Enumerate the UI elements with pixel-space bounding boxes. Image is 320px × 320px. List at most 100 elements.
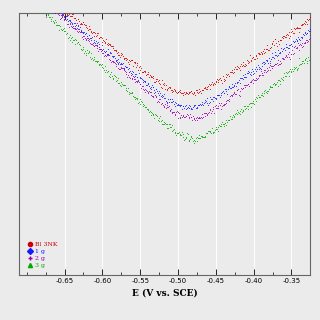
1 g <box>260 63 265 68</box>
3 g <box>123 82 128 87</box>
3 g <box>75 39 80 44</box>
2 g <box>111 60 116 65</box>
2 g <box>298 41 303 46</box>
3 g <box>143 104 148 109</box>
2 g <box>141 86 146 91</box>
3 g <box>44 14 49 19</box>
Bl 3NK <box>139 69 144 74</box>
Bl 3NK <box>224 72 229 77</box>
3 g <box>229 116 234 122</box>
2 g <box>108 58 113 63</box>
1 g <box>265 58 270 63</box>
2 g <box>163 102 168 107</box>
Bl 3NK <box>273 37 278 42</box>
3 g <box>90 57 95 62</box>
2 g <box>131 76 136 81</box>
3 g <box>237 112 242 117</box>
2 g <box>148 90 153 95</box>
2 g <box>132 76 137 82</box>
2 g <box>255 76 260 81</box>
3 g <box>204 130 209 135</box>
1 g <box>303 31 308 36</box>
1 g <box>218 91 223 96</box>
2 g <box>286 54 291 60</box>
Bl 3NK <box>151 76 156 81</box>
1 g <box>292 38 298 43</box>
Bl 3NK <box>70 12 75 17</box>
3 g <box>183 134 188 139</box>
1 g <box>206 102 211 108</box>
3 g <box>136 100 141 105</box>
3 g <box>154 113 159 118</box>
1 g <box>290 39 295 44</box>
1 g <box>235 80 240 85</box>
3 g <box>263 88 268 93</box>
2 g <box>253 78 258 83</box>
Bl 3NK <box>240 62 245 68</box>
3 g <box>66 34 71 39</box>
1 g <box>220 90 225 95</box>
1 g <box>144 83 149 88</box>
2 g <box>99 48 104 53</box>
Bl 3NK <box>173 88 178 93</box>
3 g <box>251 99 256 104</box>
Bl 3NK <box>289 26 294 31</box>
1 g <box>127 69 132 74</box>
3 g <box>187 138 192 143</box>
Bl 3NK <box>66 12 71 17</box>
1 g <box>63 14 68 19</box>
Bl 3NK <box>212 80 217 85</box>
3 g <box>101 68 107 73</box>
3 g <box>276 84 281 89</box>
3 g <box>167 122 172 127</box>
1 g <box>209 97 214 102</box>
1 g <box>181 106 187 111</box>
2 g <box>218 106 223 111</box>
3 g <box>107 71 112 76</box>
3 g <box>159 117 164 122</box>
2 g <box>206 110 212 115</box>
Bl 3NK <box>165 86 171 91</box>
1 g <box>304 31 309 36</box>
Bl 3NK <box>205 84 210 90</box>
1 g <box>191 102 196 108</box>
2 g <box>127 74 132 79</box>
1 g <box>109 54 115 59</box>
Bl 3NK <box>223 74 228 79</box>
3 g <box>206 128 212 133</box>
3 g <box>130 90 135 95</box>
Bl 3NK <box>172 89 177 94</box>
3 g <box>100 65 105 70</box>
1 g <box>67 19 72 24</box>
3 g <box>56 22 61 27</box>
3 g <box>254 98 259 103</box>
3 g <box>191 138 196 143</box>
Bl 3NK <box>284 31 290 36</box>
1 g <box>173 101 179 106</box>
2 g <box>85 37 90 43</box>
Bl 3NK <box>239 63 244 68</box>
2 g <box>88 42 93 47</box>
1 g <box>78 28 83 33</box>
1 g <box>130 69 135 74</box>
Bl 3NK <box>220 80 225 85</box>
2 g <box>118 66 123 71</box>
1 g <box>233 80 238 85</box>
Bl 3NK <box>237 67 242 72</box>
2 g <box>233 91 238 96</box>
Bl 3NK <box>76 18 82 23</box>
1 g <box>149 83 155 88</box>
3 g <box>217 124 222 129</box>
3 g <box>250 100 255 105</box>
3 g <box>115 76 120 81</box>
2 g <box>59 14 64 20</box>
Bl 3NK <box>210 82 215 87</box>
Bl 3NK <box>88 29 93 34</box>
3 g <box>288 70 293 75</box>
2 g <box>81 36 86 41</box>
3 g <box>50 15 55 20</box>
1 g <box>294 37 299 42</box>
Bl 3NK <box>208 86 213 91</box>
Bl 3NK <box>94 30 99 35</box>
Bl 3NK <box>255 50 260 55</box>
